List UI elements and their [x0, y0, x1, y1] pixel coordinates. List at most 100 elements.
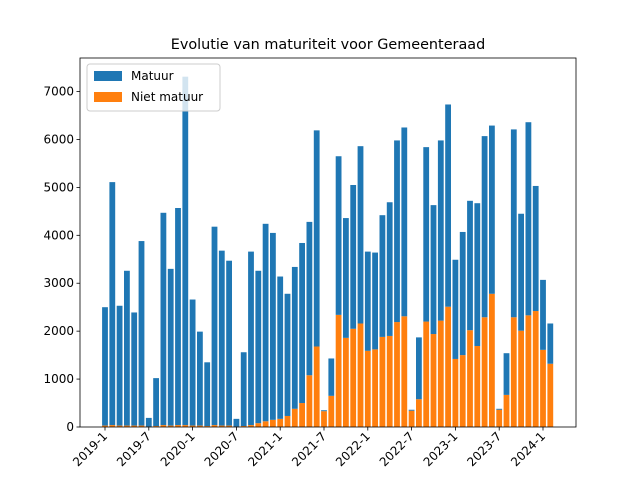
bar	[284, 293, 291, 416]
bar	[350, 184, 357, 329]
bar	[226, 425, 232, 427]
bar	[138, 425, 145, 427]
bar	[197, 425, 203, 427]
bar	[496, 408, 503, 410]
bar	[408, 410, 415, 427]
bar	[197, 331, 203, 426]
bar	[131, 425, 138, 427]
bar	[525, 122, 532, 316]
bar	[540, 279, 546, 350]
bar	[189, 299, 196, 426]
bar	[262, 223, 269, 422]
bar	[255, 270, 262, 424]
bar	[459, 231, 466, 356]
bar	[321, 411, 327, 427]
bar	[386, 335, 393, 427]
axes-frame	[79, 57, 577, 428]
bar	[335, 314, 342, 427]
bar	[437, 320, 444, 427]
bar	[306, 375, 313, 427]
bar	[262, 421, 269, 427]
bar	[372, 252, 378, 350]
bar	[489, 293, 495, 427]
bar	[291, 408, 298, 427]
bar	[153, 426, 159, 427]
bar	[102, 307, 108, 426]
bar	[343, 218, 349, 338]
bar	[124, 270, 130, 426]
bar	[284, 415, 291, 427]
bar	[313, 130, 320, 347]
bar	[182, 425, 189, 427]
bar	[437, 140, 444, 321]
bar	[167, 425, 174, 427]
bar	[394, 140, 400, 323]
bar	[518, 330, 524, 427]
bar	[109, 182, 116, 426]
bar	[233, 418, 240, 427]
bar	[211, 226, 218, 426]
bar	[540, 349, 546, 427]
bar	[277, 418, 284, 427]
bar	[423, 321, 430, 427]
bar	[386, 202, 393, 336]
bar	[547, 323, 554, 364]
bar	[255, 423, 262, 427]
bar	[270, 232, 276, 420]
bar	[240, 426, 247, 427]
bar	[240, 352, 247, 427]
bar	[277, 276, 284, 419]
bar	[313, 346, 320, 427]
bar	[226, 260, 232, 426]
bar	[175, 207, 181, 426]
bar	[430, 334, 437, 427]
bar	[153, 378, 159, 427]
bar	[379, 336, 386, 427]
bar	[116, 425, 123, 427]
bar	[335, 156, 342, 315]
bar	[503, 353, 510, 395]
bar	[218, 250, 225, 426]
chart-title: Evolutie van maturiteit voor Gemeenteraa…	[171, 37, 486, 53]
bar	[518, 213, 524, 331]
bar	[321, 410, 327, 412]
bar	[182, 76, 189, 426]
bar	[489, 125, 495, 294]
bar	[167, 268, 174, 426]
bar	[532, 185, 539, 312]
bar	[430, 205, 437, 335]
bar	[189, 425, 196, 427]
legend-label: Niet matuur	[131, 90, 203, 104]
bar	[364, 350, 371, 427]
bar	[510, 317, 517, 427]
bar	[218, 425, 225, 427]
bar	[532, 311, 539, 427]
bar	[248, 251, 254, 426]
bar	[306, 221, 313, 376]
bar	[423, 147, 430, 322]
bar	[102, 425, 108, 427]
bar	[481, 136, 488, 318]
y-tick-label: 1000	[43, 372, 74, 386]
bar	[343, 337, 349, 427]
bar	[291, 266, 298, 409]
bar	[124, 425, 130, 427]
bar	[408, 409, 415, 411]
bar	[248, 425, 254, 427]
bar	[328, 395, 335, 427]
bar	[445, 104, 451, 307]
bar	[452, 358, 459, 427]
bar	[160, 212, 167, 426]
bar	[401, 127, 408, 317]
bar	[467, 330, 473, 427]
y-tick-label: 4000	[43, 228, 74, 242]
bar	[503, 394, 510, 427]
bar	[299, 242, 305, 404]
bar	[175, 425, 181, 427]
bar	[145, 417, 152, 427]
bar	[211, 425, 218, 427]
bar	[459, 355, 466, 427]
y-tick-label: 7000	[43, 85, 74, 99]
bar	[204, 362, 211, 427]
